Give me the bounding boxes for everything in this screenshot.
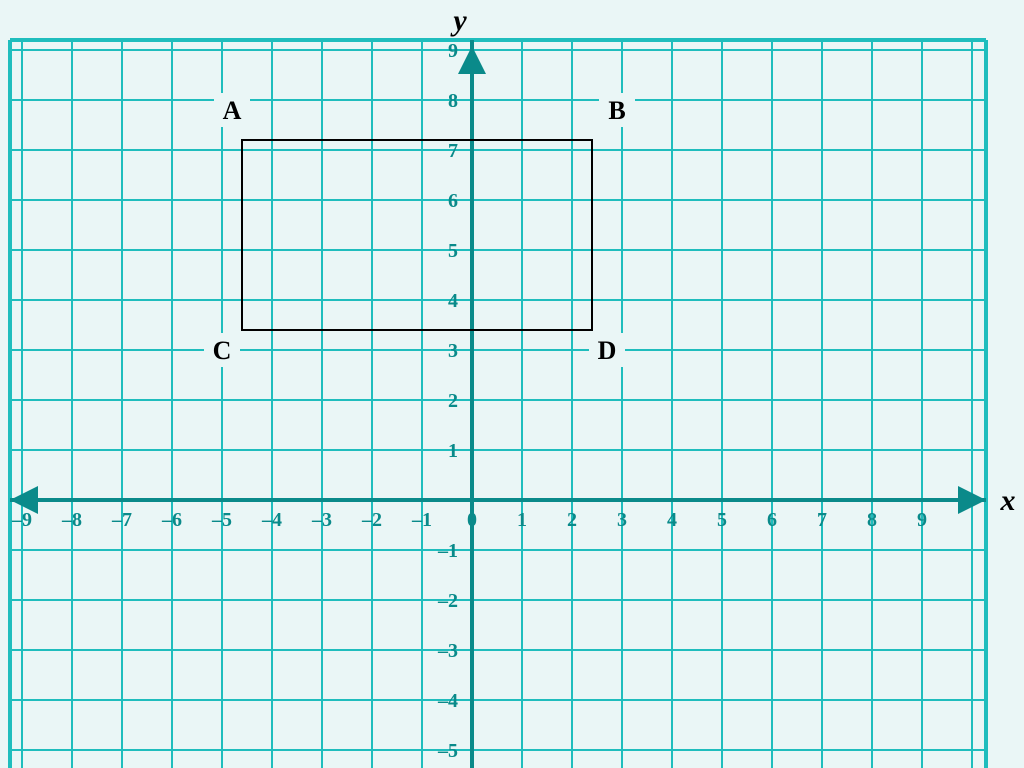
- chart-background: [0, 0, 1024, 768]
- y-axis-label: y: [450, 4, 467, 37]
- x-axis-label: x: [1000, 484, 1016, 517]
- y-tick-label: –3: [437, 640, 458, 662]
- y-tick-label: 9: [448, 40, 458, 62]
- x-tick-label: 2: [567, 509, 577, 531]
- y-tick-label: –2: [437, 590, 458, 612]
- point-label-text: C: [213, 336, 232, 365]
- y-tick-label: 8: [448, 90, 458, 112]
- x-tick-label: 9: [917, 509, 927, 531]
- x-tick-label: –8: [61, 509, 82, 531]
- x-tick-label: –4: [261, 509, 282, 531]
- x-tick-label: –9: [11, 509, 32, 531]
- y-tick-label: 3: [448, 340, 458, 362]
- point-label-text: D: [598, 336, 617, 365]
- x-tick-label: 7: [817, 509, 827, 531]
- x-tick-label: –7: [111, 509, 132, 531]
- y-tick-label: 4: [448, 290, 458, 312]
- x-tick-label: –6: [161, 509, 182, 531]
- y-tick-label: 7: [448, 140, 458, 162]
- y-tick-label: –4: [437, 690, 458, 712]
- x-tick-label: –2: [361, 509, 382, 531]
- x-tick-label: 5: [717, 509, 727, 531]
- y-tick-label: –5: [437, 740, 458, 762]
- y-tick-label: –1: [437, 540, 458, 562]
- x-tick-label: –5: [211, 509, 232, 531]
- y-tick-label: 5: [448, 240, 458, 262]
- x-tick-label: 6: [767, 509, 777, 531]
- x-tick-label: 8: [867, 509, 877, 531]
- point-label-c: C: [204, 333, 240, 367]
- point-label-d: D: [589, 333, 625, 367]
- point-label-a: A: [214, 93, 250, 127]
- y-tick-label: 2: [448, 390, 458, 412]
- point-label-text: B: [608, 96, 625, 125]
- coordinate-grid-chart: –9 –8 –7 –6 –5 –4 –3 –2 –1 0 1 2 3 4 5 6 7 8 9 –5 –4 –3 –2 –1 1 2…: [0, 0, 1024, 768]
- x-tick-label: 3: [617, 509, 627, 531]
- point-label-text: A: [223, 96, 242, 125]
- point-label-b: B: [599, 93, 635, 127]
- x-tick-label: 4: [667, 509, 677, 531]
- y-tick-label: 1: [448, 440, 458, 462]
- x-tick-label: –3: [311, 509, 332, 531]
- chart-svg: –9 –8 –7 –6 –5 –4 –3 –2 –1 0 1 2 3 4 5 6 7 8 9 –5 –4 –3 –2 –1 1 2…: [0, 0, 1024, 768]
- x-tick-label: 1: [517, 509, 527, 531]
- x-tick-label: –1: [411, 509, 432, 531]
- x-tick-label: 0: [467, 509, 477, 531]
- y-tick-label: 6: [448, 190, 458, 212]
